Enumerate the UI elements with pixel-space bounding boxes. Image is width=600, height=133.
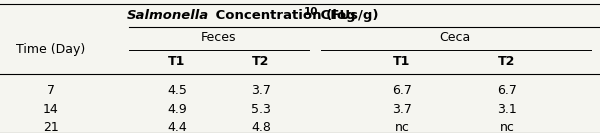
Text: 3.7: 3.7 <box>392 103 412 116</box>
Text: nc: nc <box>395 121 409 133</box>
Text: 5.3: 5.3 <box>251 103 271 116</box>
Text: 6.7: 6.7 <box>497 84 517 97</box>
Text: 3.7: 3.7 <box>251 84 271 97</box>
Text: 4.8: 4.8 <box>251 121 271 133</box>
Text: Concentration (log: Concentration (log <box>211 9 356 22</box>
Text: Feces: Feces <box>201 31 237 44</box>
Text: T1: T1 <box>169 55 185 68</box>
Text: T1: T1 <box>394 55 410 68</box>
Text: Ceca: Ceca <box>439 31 470 44</box>
Text: 14: 14 <box>43 103 59 116</box>
Text: 4.5: 4.5 <box>167 84 187 97</box>
Text: CFUs/g): CFUs/g) <box>316 9 379 22</box>
Text: nc: nc <box>500 121 514 133</box>
Text: 7: 7 <box>47 84 55 97</box>
Text: 3.1: 3.1 <box>497 103 517 116</box>
Text: 6.7: 6.7 <box>392 84 412 97</box>
Text: 21: 21 <box>43 121 59 133</box>
Text: 4.9: 4.9 <box>167 103 187 116</box>
Text: 10: 10 <box>304 7 318 17</box>
Text: Salmonella: Salmonella <box>127 9 209 22</box>
Text: 4.4: 4.4 <box>167 121 187 133</box>
Text: Time (Day): Time (Day) <box>16 43 86 56</box>
Text: T2: T2 <box>253 55 269 68</box>
Text: T2: T2 <box>499 55 515 68</box>
